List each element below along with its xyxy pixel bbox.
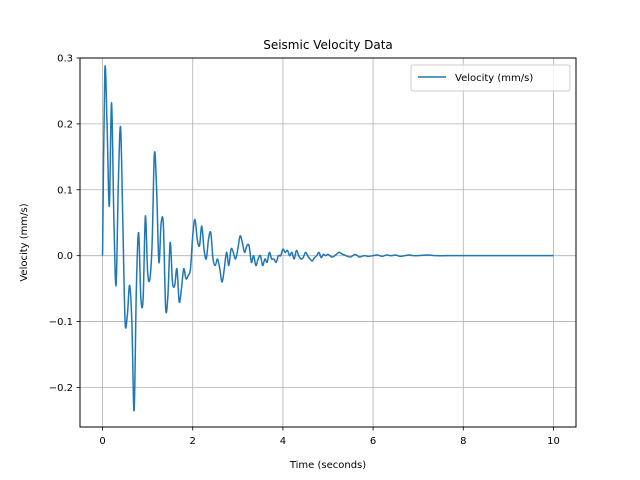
x-tick-label: 4: [280, 436, 286, 447]
legend: Velocity (mm/s): [410, 64, 571, 92]
x-tick-label: 0: [99, 436, 105, 447]
y-tick-label: 0.0: [57, 251, 73, 262]
ticks: 0 2 4 6 8 10 −0.2 −0.1 0.0 0.1 0.2 0.3: [49, 54, 560, 448]
y-tick-label: 0.3: [57, 54, 73, 65]
y-axis-label: Velocity (mm/s): [19, 203, 30, 281]
legend-box: [410, 64, 571, 92]
x-tick-label: 8: [460, 436, 466, 447]
legend-label: Velocity (mm/s): [455, 73, 533, 84]
series-layer: [101, 65, 554, 412]
x-tick-label: 10: [547, 436, 560, 447]
y-tick-label: 0.2: [57, 119, 73, 130]
y-tick-label: −0.1: [49, 317, 73, 328]
plot-frame: [79, 57, 577, 428]
chart-title: Seismic Velocity Data: [263, 38, 393, 52]
velocity-series-line: [101, 65, 554, 412]
y-tick-label: −0.2: [49, 383, 73, 394]
x-axis-label: Time (seconds): [289, 460, 366, 471]
x-tick-label: 6: [370, 436, 376, 447]
x-tick-label: 2: [190, 436, 196, 447]
y-tick-label: 0.1: [57, 185, 73, 196]
